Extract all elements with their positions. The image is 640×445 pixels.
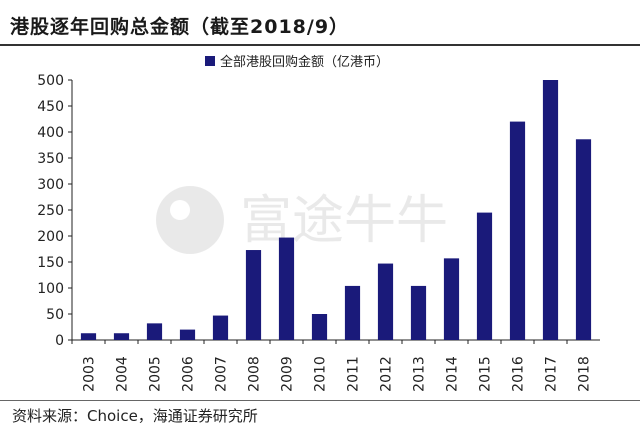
bar-2017 xyxy=(542,80,559,340)
x-tick-label: 2007 xyxy=(214,356,230,392)
y-tick-label: 250 xyxy=(37,203,64,219)
bar-2004 xyxy=(113,333,130,340)
bar-2015 xyxy=(476,212,493,340)
bar-2016 xyxy=(509,121,526,340)
y-tick-label: 400 xyxy=(37,125,64,141)
x-tick-label: 2009 xyxy=(280,356,296,392)
y-tick-label: 100 xyxy=(37,281,64,297)
x-tick-label: 2015 xyxy=(478,356,494,392)
bar-2012 xyxy=(377,263,394,340)
x-tick-label: 2006 xyxy=(181,356,197,392)
x-tick-label: 2010 xyxy=(313,356,329,392)
x-tick-label: 2012 xyxy=(379,356,395,392)
bar-2008 xyxy=(245,250,262,340)
y-tick-label: 500 xyxy=(37,73,64,89)
bar-2006 xyxy=(179,329,196,340)
y-tick-label: 450 xyxy=(37,99,64,115)
y-tick-label: 300 xyxy=(37,177,64,193)
x-tick-label: 2017 xyxy=(544,356,560,392)
y-tick-label: 0 xyxy=(55,333,64,349)
x-tick-label: 2013 xyxy=(412,356,428,392)
bar-2011 xyxy=(344,285,361,340)
bar-2018 xyxy=(575,139,592,340)
y-tick-label: 50 xyxy=(46,307,64,323)
x-tick-label: 2018 xyxy=(577,356,593,392)
bar-2005 xyxy=(146,323,163,340)
bar-series xyxy=(80,80,592,340)
watermark-text: 富途牛牛 xyxy=(240,191,448,251)
legend-swatch xyxy=(205,56,215,66)
bar-2014 xyxy=(443,258,460,340)
bar-2009 xyxy=(278,237,295,340)
bar-chart: 全部港股回购金额（亿港币） 0 50 100 150 200 250 300 350 400 45… xyxy=(37,54,600,392)
x-tick-label: 2014 xyxy=(445,356,461,392)
x-tick-label: 2011 xyxy=(346,356,362,392)
x-tick-label: 2005 xyxy=(148,356,164,392)
source-divider xyxy=(0,400,640,401)
y-axis: 0 50 100 150 200 250 300 350 400 450 500 xyxy=(37,73,73,349)
bar-2013 xyxy=(410,285,427,340)
bar-2010 xyxy=(311,314,328,340)
x-tick-label: 2008 xyxy=(247,356,263,392)
bar-2003 xyxy=(80,333,97,340)
title-divider xyxy=(0,44,640,46)
x-tick-label: 2004 xyxy=(115,356,131,392)
bar-2007 xyxy=(212,315,229,340)
legend-label: 全部港股回购金额（亿港币） xyxy=(220,54,389,70)
page-title: 港股逐年回购总金额（截至2018/9） xyxy=(10,16,350,38)
y-tick-label: 150 xyxy=(37,255,64,271)
source-note: 资料来源：Choice，海通证券研究所 xyxy=(12,407,258,425)
y-tick-label: 350 xyxy=(37,151,64,167)
x-axis: 2003 2004 2005 2006 2007 2008 2009 2010 2011 2012… xyxy=(71,339,600,392)
chart-legend: 全部港股回购金额（亿港币） xyxy=(205,54,389,70)
watermark-logo: 富途牛牛 xyxy=(156,186,448,254)
x-tick-label: 2016 xyxy=(511,356,527,392)
x-tick-label: 2003 xyxy=(82,356,98,392)
y-tick-label: 200 xyxy=(37,229,64,245)
